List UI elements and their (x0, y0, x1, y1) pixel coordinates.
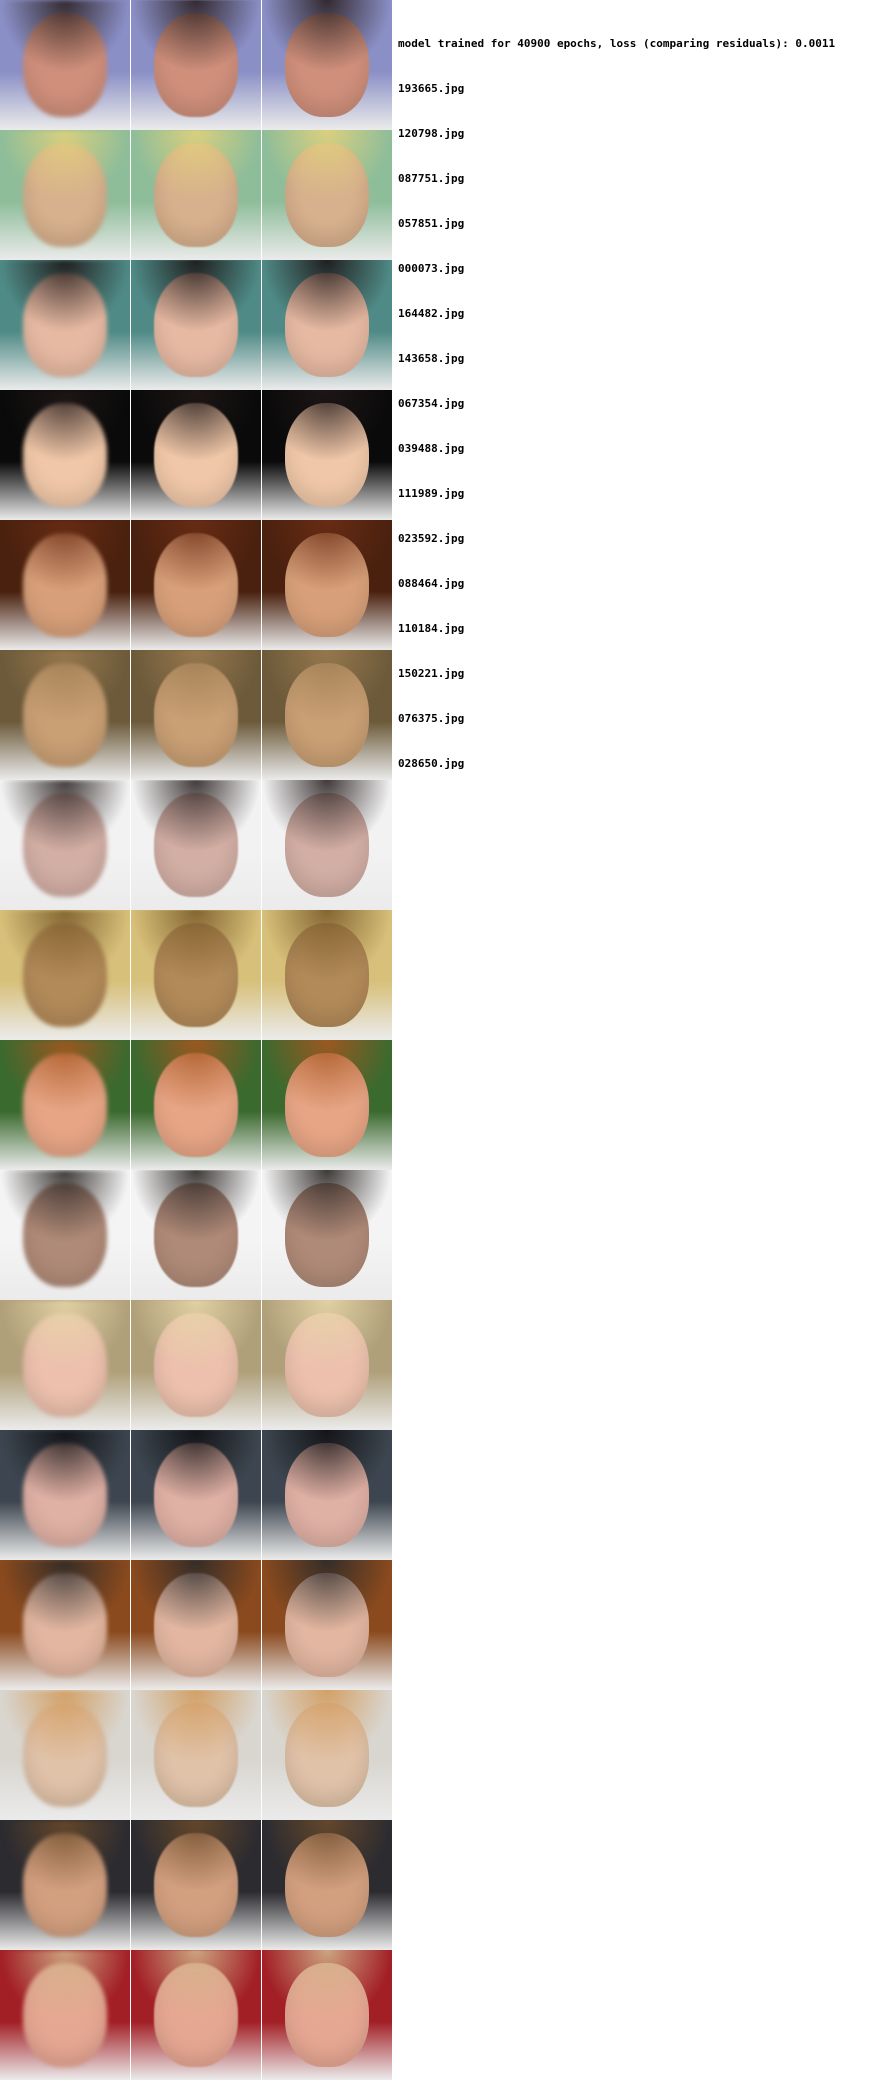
input-blurry-face-image (0, 1300, 130, 1430)
input-blurry-face-image (0, 390, 130, 520)
log-file-14: 150221.jpg (398, 667, 465, 680)
log-file-15: 076375.jpg (398, 712, 465, 725)
log-file-8: 067354.jpg (398, 397, 465, 410)
input-blurry-face-image (0, 1430, 130, 1560)
target-face-image (262, 130, 392, 260)
model-output-face-image (131, 650, 261, 780)
target-face-image (262, 1560, 392, 1690)
image-row (0, 1820, 392, 1950)
log-file-2: 120798.jpg (398, 127, 465, 140)
image-row (0, 1040, 392, 1170)
model-output-face-image (131, 260, 261, 390)
input-blurry-face-image (0, 1170, 130, 1300)
log-file-13: 110184.jpg (398, 622, 465, 635)
log-file-11: 023592.jpg (398, 532, 465, 545)
training-log: model trained for 40900 epochs, loss (co… (398, 6, 882, 786)
model-output-face-image (131, 1170, 261, 1300)
model-output-face-image (131, 1430, 261, 1560)
log-file-16: 028650.jpg (398, 757, 465, 770)
target-face-image (262, 780, 392, 910)
image-row (0, 1430, 392, 1560)
model-output-face-image (131, 1560, 261, 1690)
log-file-3: 087751.jpg (398, 172, 465, 185)
target-face-image (262, 910, 392, 1040)
image-row (0, 1690, 392, 1820)
image-row (0, 1950, 392, 2080)
image-row (0, 1560, 392, 1690)
model-output-face-image (131, 1300, 261, 1430)
target-face-image (262, 1040, 392, 1170)
input-blurry-face-image (0, 780, 130, 910)
model-output-face-image (131, 1040, 261, 1170)
log-file-4: 057851.jpg (398, 217, 465, 230)
image-row (0, 1300, 392, 1430)
target-face-image (262, 650, 392, 780)
input-blurry-face-image (0, 0, 130, 130)
image-row (0, 650, 392, 780)
input-blurry-face-image (0, 1560, 130, 1690)
target-face-image (262, 1300, 392, 1430)
input-blurry-face-image (0, 260, 130, 390)
input-blurry-face-image (0, 130, 130, 260)
log-file-5: 000073.jpg (398, 262, 465, 275)
target-face-image (262, 520, 392, 650)
log-file-9: 039488.jpg (398, 442, 465, 455)
input-blurry-face-image (0, 910, 130, 1040)
model-output-face-image (131, 1820, 261, 1950)
log-title: model trained for 40900 epochs, loss (co… (398, 37, 836, 50)
log-file-10: 111989.jpg (398, 487, 465, 500)
target-face-image (262, 1950, 392, 2080)
model-output-face-image (131, 1690, 261, 1820)
input-blurry-face-image (0, 1040, 130, 1170)
face-grid (0, 0, 392, 2082)
input-blurry-face-image (0, 1690, 130, 1820)
model-output-face-image (131, 0, 261, 130)
image-row (0, 390, 392, 520)
model-output-face-image (131, 130, 261, 260)
model-output-face-image (131, 520, 261, 650)
input-blurry-face-image (0, 520, 130, 650)
target-face-image (262, 0, 392, 130)
image-row (0, 0, 392, 130)
input-blurry-face-image (0, 1820, 130, 1950)
target-face-image (262, 1430, 392, 1560)
model-output-face-image (131, 780, 261, 910)
target-face-image (262, 1820, 392, 1950)
input-blurry-face-image (0, 650, 130, 780)
image-row (0, 1170, 392, 1300)
image-row (0, 130, 392, 260)
log-file-1: 193665.jpg (398, 82, 465, 95)
target-face-image (262, 1690, 392, 1820)
image-row (0, 910, 392, 1040)
image-row (0, 520, 392, 650)
log-file-6: 164482.jpg (398, 307, 465, 320)
target-face-image (262, 260, 392, 390)
target-face-image (262, 390, 392, 520)
log-file-12: 088464.jpg (398, 577, 465, 590)
model-output-face-image (131, 390, 261, 520)
log-file-7: 143658.jpg (398, 352, 465, 365)
image-row (0, 780, 392, 910)
target-face-image (262, 1170, 392, 1300)
model-output-face-image (131, 1950, 261, 2080)
model-output-face-image (131, 910, 261, 1040)
image-row (0, 260, 392, 390)
input-blurry-face-image (0, 1950, 130, 2080)
